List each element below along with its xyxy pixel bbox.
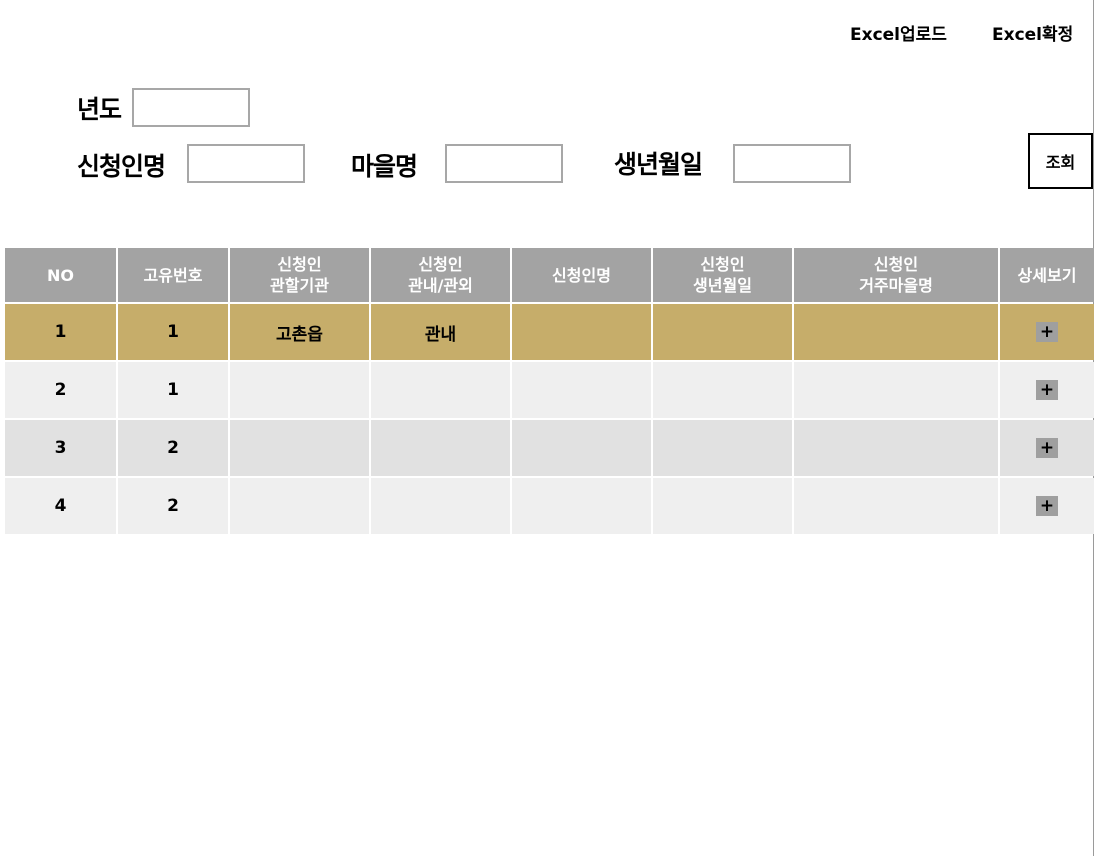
cell-agency: 고촌읍 bbox=[230, 304, 369, 360]
applicant-table: NO 고유번호 신청인 관할기관 신청인 관내/관외 신청인명 신청인 생년월일… bbox=[3, 246, 1096, 536]
plus-icon[interactable]: + bbox=[1036, 380, 1058, 400]
cell-applicant-name bbox=[512, 362, 651, 418]
cell-detail: + bbox=[1000, 304, 1094, 360]
cell-applicant-name bbox=[512, 420, 651, 476]
col-header-village: 신청인 거주마을명 bbox=[794, 248, 998, 302]
col-header-detail: 상세보기 bbox=[1000, 248, 1094, 302]
cell-unique-id: 1 bbox=[118, 304, 228, 360]
cell-unique-id: 2 bbox=[118, 420, 228, 476]
table-row[interactable]: 4 2 + bbox=[5, 478, 1094, 534]
year-label: 년도 bbox=[77, 95, 122, 124]
cell-detail: + bbox=[1000, 478, 1094, 534]
cell-inout bbox=[371, 478, 510, 534]
cell-applicant-name bbox=[512, 478, 651, 534]
cell-no: 2 bbox=[5, 362, 116, 418]
applicant-name-label: 신청인명 bbox=[77, 152, 166, 181]
birthdate-input[interactable] bbox=[733, 144, 851, 183]
cell-no: 1 bbox=[5, 304, 116, 360]
col-header-no: NO bbox=[5, 248, 116, 302]
plus-icon[interactable]: + bbox=[1036, 496, 1058, 516]
search-button[interactable]: 조회 bbox=[1028, 133, 1093, 189]
cell-village bbox=[794, 304, 998, 360]
birthdate-label: 생년월일 bbox=[614, 150, 703, 179]
village-name-label: 마을명 bbox=[351, 152, 418, 181]
col-header-agency: 신청인 관할기관 bbox=[230, 248, 369, 302]
table-row[interactable]: 1 1 고촌읍 관내 + bbox=[5, 304, 1094, 360]
year-input[interactable] bbox=[132, 88, 250, 127]
plus-icon[interactable]: + bbox=[1036, 438, 1058, 458]
cell-unique-id: 2 bbox=[118, 478, 228, 534]
col-header-birthdate: 신청인 생년월일 bbox=[653, 248, 792, 302]
cell-village bbox=[794, 478, 998, 534]
cell-birthdate bbox=[653, 362, 792, 418]
cell-birthdate bbox=[653, 420, 792, 476]
table-row[interactable]: 3 2 + bbox=[5, 420, 1094, 476]
cell-inout: 관내 bbox=[371, 304, 510, 360]
col-header-inout: 신청인 관내/관외 bbox=[371, 248, 510, 302]
cell-no: 4 bbox=[5, 478, 116, 534]
col-header-applicant-name: 신청인명 bbox=[512, 248, 651, 302]
cell-village bbox=[794, 420, 998, 476]
cell-applicant-name bbox=[512, 304, 651, 360]
cell-village bbox=[794, 362, 998, 418]
excel-confirm-link[interactable]: Excel확정 bbox=[992, 25, 1074, 45]
cell-agency bbox=[230, 478, 369, 534]
cell-birthdate bbox=[653, 478, 792, 534]
table-row[interactable]: 2 1 + bbox=[5, 362, 1094, 418]
col-header-unique-id: 고유번호 bbox=[118, 248, 228, 302]
cell-detail: + bbox=[1000, 420, 1094, 476]
cell-birthdate bbox=[653, 304, 792, 360]
village-name-input[interactable] bbox=[445, 144, 563, 183]
plus-icon[interactable]: + bbox=[1036, 322, 1058, 342]
cell-agency bbox=[230, 362, 369, 418]
table-header-row: NO 고유번호 신청인 관할기관 신청인 관내/관외 신청인명 신청인 생년월일… bbox=[5, 248, 1094, 302]
cell-no: 3 bbox=[5, 420, 116, 476]
cell-inout bbox=[371, 420, 510, 476]
applicant-name-input[interactable] bbox=[187, 144, 305, 183]
cell-unique-id: 1 bbox=[118, 362, 228, 418]
cell-inout bbox=[371, 362, 510, 418]
cell-detail: + bbox=[1000, 362, 1094, 418]
excel-upload-link[interactable]: Excel업로드 bbox=[850, 25, 947, 45]
cell-agency bbox=[230, 420, 369, 476]
